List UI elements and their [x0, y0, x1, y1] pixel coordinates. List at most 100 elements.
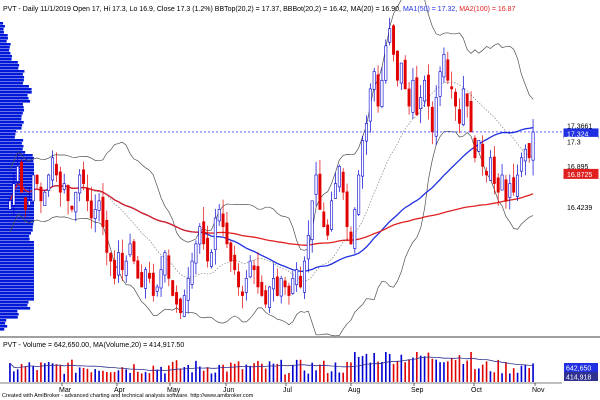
candle-body	[124, 260, 128, 276]
volume-bar	[222, 364, 224, 382]
price-tag-label: 17.3661	[567, 123, 592, 130]
volume-profile-bar	[0, 208, 34, 211]
volume-profile-bar	[0, 85, 29, 88]
price-tag-label: 16.8725	[567, 172, 592, 179]
price-header: PVT - Daily 11/1/2019 Open 17, Hi 17.3, …	[3, 6, 516, 13]
candle-body	[194, 243, 198, 264]
volume-profile-bar	[0, 205, 34, 208]
volume-bar	[233, 363, 236, 382]
volume-bar	[183, 366, 186, 382]
candle-body	[144, 269, 148, 289]
price-tag-label: 16.895	[567, 164, 589, 171]
volume-bar	[253, 363, 255, 382]
candle-body	[488, 157, 492, 181]
candle-body	[93, 209, 97, 219]
volume-profile-bar	[0, 139, 24, 142]
candle-body	[260, 281, 264, 296]
volume-bar	[94, 369, 96, 382]
volume-profile-bar	[0, 43, 11, 46]
volume-profile-bar	[0, 52, 11, 55]
volume-bar	[261, 363, 263, 382]
candle-body	[35, 174, 39, 184]
volume-profile-bar	[0, 226, 33, 229]
candle-body	[70, 205, 74, 210]
candle-body	[78, 174, 82, 194]
volume-profile-bar	[0, 325, 8, 328]
volume-bar	[357, 356, 360, 382]
volume-bar	[133, 364, 135, 382]
ma100-line	[9, 182, 534, 246]
volume-profile-bar	[0, 97, 29, 100]
volume-profile-bar	[0, 301, 29, 304]
candle-body	[120, 252, 124, 271]
volume-profile-bar	[0, 256, 34, 259]
volume-profile-bar	[0, 310, 18, 313]
volume-bar	[106, 372, 108, 382]
volume-bar	[315, 370, 317, 382]
volume-bar	[408, 359, 410, 382]
volume-bar	[288, 373, 290, 382]
volume-bar	[342, 372, 344, 382]
volume-bar	[40, 362, 42, 382]
candle-body	[74, 191, 78, 213]
volume-bar	[20, 363, 23, 382]
candle-body	[113, 260, 117, 279]
month-label: Apr	[114, 387, 126, 394]
volume-bar	[125, 369, 127, 382]
volume-bar	[319, 364, 321, 382]
candle-body	[302, 260, 306, 293]
candle-body	[519, 157, 523, 172]
volume-bar	[509, 373, 511, 382]
candle-body	[62, 183, 66, 190]
candle-body	[527, 143, 531, 159]
candle-body	[213, 217, 217, 250]
volume-profile-bar	[0, 265, 34, 268]
volume-bar	[439, 362, 441, 382]
volume-bar	[458, 355, 461, 382]
candle-body	[512, 177, 516, 193]
volume-profile-bar	[0, 268, 34, 271]
volume-bar	[237, 361, 240, 382]
price-tag-box	[564, 202, 598, 212]
candle-body	[388, 28, 392, 43]
candle-body	[237, 271, 241, 288]
volume-bar	[392, 363, 395, 382]
volume-profile-bar	[0, 100, 31, 103]
volume-bar	[303, 370, 306, 382]
volume-bar	[450, 358, 453, 382]
candle-body	[279, 278, 283, 297]
volume-profile-bar	[0, 127, 22, 130]
candle-body	[109, 252, 113, 262]
candle-body	[175, 292, 179, 305]
volume-profile-bar	[0, 121, 24, 124]
volume-bar	[175, 360, 178, 382]
volume-profile-bar	[0, 145, 24, 148]
volume-profile-bar	[0, 283, 34, 286]
volume-bar	[311, 362, 313, 382]
volume-profile-bar	[0, 49, 10, 52]
volume-bar	[230, 362, 232, 382]
candle-body	[523, 148, 527, 162]
volume-profile-bar	[0, 25, 5, 28]
volume-bar	[474, 369, 476, 382]
volume-profile-bar	[0, 67, 19, 70]
volume-profile-bar	[0, 136, 15, 139]
volume-profile-bar	[0, 28, 4, 31]
volume-bar	[385, 352, 387, 382]
candle-body	[43, 191, 47, 206]
volume-profile-bar	[0, 259, 34, 262]
volume-bar	[377, 361, 379, 382]
volume-bar	[86, 368, 89, 382]
candle-body	[51, 157, 55, 181]
month-label: Jul	[283, 387, 292, 394]
volume-bar	[47, 361, 50, 382]
price-tag-box	[564, 120, 598, 130]
volume-bar	[148, 373, 151, 382]
volume-profile-bar	[0, 274, 34, 277]
candle-body	[430, 106, 434, 133]
candle-body	[438, 71, 442, 97]
candle-body	[105, 220, 109, 253]
volume-profile-bar	[0, 298, 34, 301]
candle-body	[163, 252, 167, 276]
volume-profile-bar	[0, 247, 34, 250]
